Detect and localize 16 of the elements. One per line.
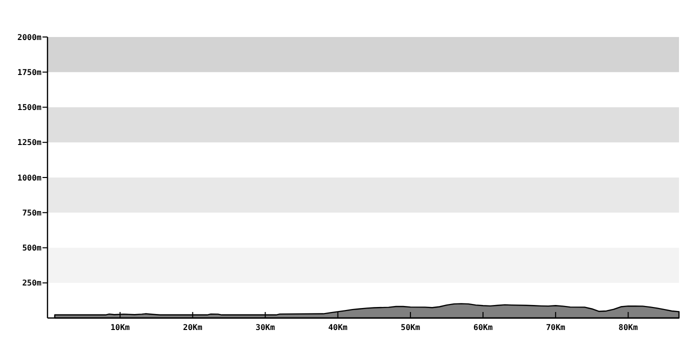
y-tick-label: 500m xyxy=(22,244,42,253)
y-tick-label: 1250m xyxy=(17,138,42,148)
x-tick-label: 30Km xyxy=(256,323,276,332)
x-tick-label: 70Km xyxy=(546,323,566,332)
x-tick-label: 10Km xyxy=(110,323,130,332)
y-tick-label: 2000m xyxy=(17,32,42,42)
y-tick-label: 250m xyxy=(22,278,42,288)
y-tick-label: 1500m xyxy=(17,103,42,112)
y-tick-label: 750m xyxy=(22,208,42,218)
x-tick-label: 60Km xyxy=(473,323,493,332)
y-tick-label: 1750m xyxy=(17,68,42,77)
x-tick-label: 40Km xyxy=(328,323,348,332)
y-tick-label: 1000m xyxy=(17,173,42,182)
x-tick-label: 50Km xyxy=(400,323,420,332)
x-tick-label: 80Km xyxy=(618,323,638,332)
x-tick-label: 20Km xyxy=(183,323,202,332)
